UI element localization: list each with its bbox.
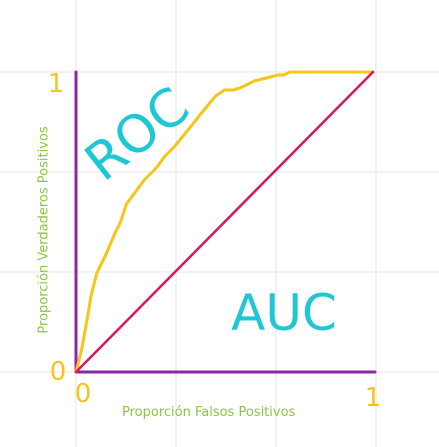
x-tick-label: 1 [365, 383, 382, 413]
y-axis-label: Proporción Verdaderos Positivos [36, 126, 52, 334]
axes [74, 70, 377, 374]
x-tick-label: 0 [75, 379, 92, 409]
x-axis-label: Proporción Falsos Positivos [122, 405, 296, 420]
roc-curve [74, 70, 375, 374]
tick-labels: 0 1 0 1 [48, 69, 382, 413]
y-tick-label: 0 [50, 357, 67, 387]
annotations: ROC AUC [74, 76, 336, 342]
y-tick-label: 1 [48, 69, 65, 99]
roc-annotation: ROC [74, 76, 200, 193]
diagonal-line [74, 70, 375, 374]
series [74, 70, 375, 374]
auc-annotation: AUC [231, 284, 337, 342]
